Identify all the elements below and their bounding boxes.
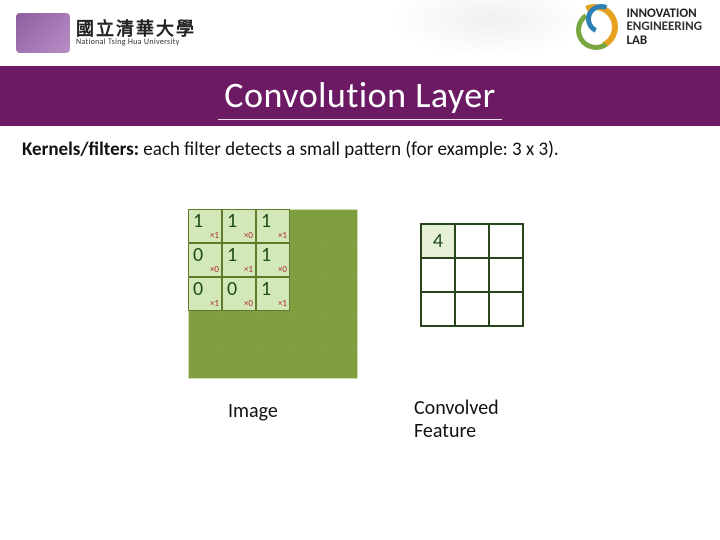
university-emblem-icon xyxy=(16,13,70,53)
kernel-value: 0 xyxy=(223,278,237,299)
convolved-cell: 4 xyxy=(421,224,455,258)
image-matrix: 1 ×1 1 ×0 1 ×1 0 ×0 1 ×1 1 ×0 0 ×1 0 ×0 1 ×1 xyxy=(188,209,358,379)
convolved-cell xyxy=(489,292,523,326)
kernel-weight-subscript: ×1 xyxy=(210,298,219,309)
image-label: Image xyxy=(228,399,278,423)
kernel-cell: 0 ×0 xyxy=(188,243,222,277)
kernel-value: 1 xyxy=(257,278,271,299)
kernel-cell: 1 ×0 xyxy=(256,243,290,277)
kernel-value: 1 xyxy=(257,210,271,231)
kernel-cell: 0 ×1 xyxy=(188,277,222,311)
lab-name-line3: LAB xyxy=(626,34,702,48)
kernel-cell: 1 ×1 xyxy=(188,209,222,243)
kernel-cell: 1 ×1 xyxy=(222,243,256,277)
convolved-cell xyxy=(489,224,523,258)
convolved-label-line2: Feature xyxy=(414,419,476,443)
kernel-overlay: 1 ×1 1 ×0 1 ×1 0 ×0 1 ×1 1 ×0 0 ×1 0 ×0 1 ×1 xyxy=(188,209,290,311)
kernel-value: 1 xyxy=(257,244,271,265)
convolved-cell xyxy=(455,224,489,258)
subtitle: Kernels/filters: each filter detects a s… xyxy=(0,126,720,161)
kernel-weight-subscript: ×1 xyxy=(278,230,287,241)
kernel-weight-subscript: ×0 xyxy=(244,230,253,241)
university-name-en: National Tsing Hua University xyxy=(76,38,196,46)
university-logo: 國立清華大學 National Tsing Hua University xyxy=(16,6,226,60)
convolved-cell xyxy=(421,292,455,326)
kernel-weight-subscript: ×0 xyxy=(244,298,253,309)
decorative-shadow xyxy=(390,0,590,58)
kernel-cell: 0 ×0 xyxy=(222,277,256,311)
subtitle-rest: each filter detects a small pattern (for… xyxy=(139,138,559,161)
convolved-cell xyxy=(421,258,455,292)
kernel-cell: 1 ×1 xyxy=(256,277,290,311)
kernel-value: 1 xyxy=(189,210,203,231)
kernel-value: 0 xyxy=(189,278,203,299)
university-name-cn: 國立清華大學 xyxy=(76,20,196,38)
convolved-cell xyxy=(455,292,489,326)
lab-name-line1: INNOVATION xyxy=(626,7,702,21)
kernel-cell: 1 ×0 xyxy=(222,209,256,243)
kernel-cell: 1 ×1 xyxy=(256,209,290,243)
lab-logo: INNOVATION ENGINEERING LAB xyxy=(572,4,702,50)
convolved-label-line1: Convolved xyxy=(414,396,499,420)
convolved-label: Convolved Feature xyxy=(414,397,499,443)
kernel-value: 1 xyxy=(223,210,237,231)
kernel-weight-subscript: ×1 xyxy=(210,230,219,241)
kernel-weight-subscript: ×1 xyxy=(244,264,253,275)
kernel-weight-subscript: ×0 xyxy=(210,264,219,275)
convolved-cell xyxy=(489,258,523,292)
convolved-matrix: 4 xyxy=(420,223,524,327)
kernel-value: 1 xyxy=(223,244,237,265)
subtitle-bold: Kernels/filters: xyxy=(22,138,139,161)
kernel-value: 0 xyxy=(189,244,203,265)
lab-mark-icon xyxy=(572,4,618,50)
lab-name: INNOVATION ENGINEERING LAB xyxy=(626,7,702,48)
title-bar: Convolution Layer xyxy=(0,66,720,126)
convolved-cell xyxy=(455,258,489,292)
university-text: 國立清華大學 National Tsing Hua University xyxy=(76,20,196,46)
content-area: 1 ×1 1 ×0 1 ×1 0 ×0 1 ×1 1 ×0 0 ×1 0 ×0 1 ×1 Image 4 Conv… xyxy=(0,161,720,521)
slide-title: Convolution Layer xyxy=(218,73,501,120)
header: 國立清華大學 National Tsing Hua University INN… xyxy=(0,0,720,66)
kernel-weight-subscript: ×1 xyxy=(278,298,287,309)
kernel-weight-subscript: ×0 xyxy=(278,264,287,275)
lab-name-line2: ENGINEERING xyxy=(626,20,702,34)
